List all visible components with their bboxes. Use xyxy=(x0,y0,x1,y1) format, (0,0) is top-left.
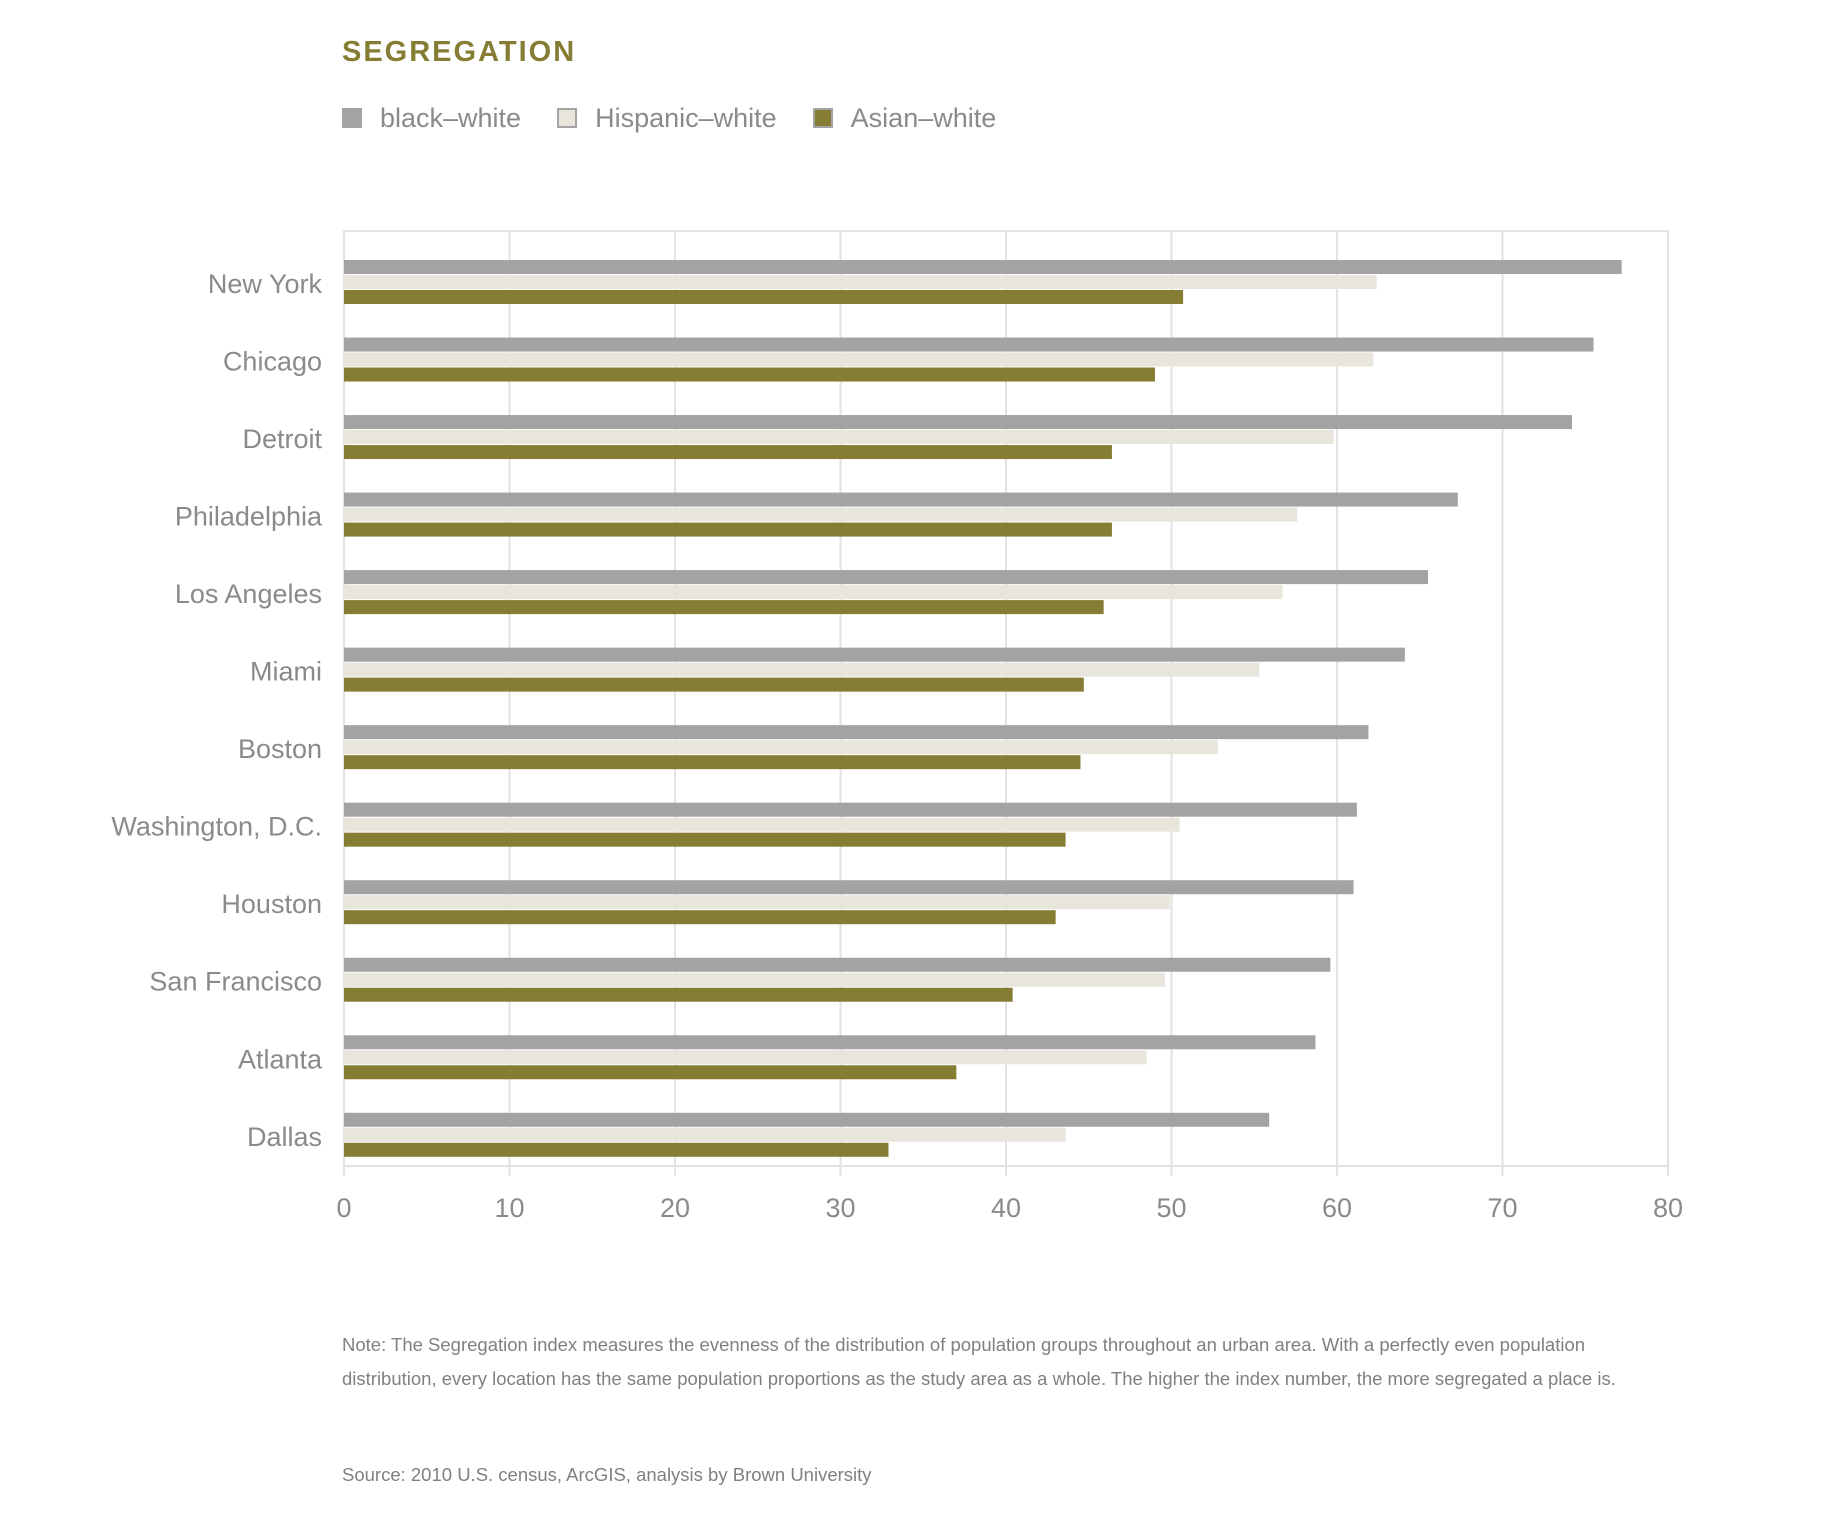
y-category-label-houston: Houston xyxy=(221,889,322,919)
bar-san-francisco-black-white xyxy=(344,957,1331,972)
bar-philadelphia-asian-white xyxy=(344,522,1112,537)
y-category-label-washington-d-c: Washington, D.C. xyxy=(111,812,322,842)
legend-label-hispanic-white: Hispanic–white xyxy=(595,102,777,133)
bar-philadelphia-hispanic-white xyxy=(344,507,1298,522)
bar-los-angeles-black-white xyxy=(344,570,1429,585)
bar-san-francisco-asian-white xyxy=(344,987,1013,1002)
bar-new-york-hispanic-white xyxy=(344,275,1377,289)
bar-houston-asian-white xyxy=(344,910,1056,925)
bar-chart: 0 10 20 30 40 50 60 70 80 New York Chicago Detroit P… xyxy=(111,230,1683,1223)
bar-miami-asian-white xyxy=(344,677,1084,692)
legend-item-hispanic-white: Hispanic–white xyxy=(557,103,777,134)
legend-item-black-white: black–white xyxy=(342,103,521,134)
bar-new-york-asian-white xyxy=(344,290,1184,304)
x-tick-label-10: 10 xyxy=(494,1193,524,1223)
bar-washington-d-c-hispanic-white xyxy=(344,817,1180,832)
x-tick-label-70: 70 xyxy=(1487,1193,1517,1223)
chart-legend: black–white Hispanic–white Asian–white xyxy=(342,98,1032,138)
x-tick-label-30: 30 xyxy=(825,1193,855,1223)
legend-swatch-hispanic-white xyxy=(557,108,578,128)
bar-boston-asian-white xyxy=(344,755,1081,770)
bar-dallas-black-white xyxy=(344,1112,1270,1127)
bar-detroit-black-white xyxy=(344,415,1573,430)
bar-boston-black-white xyxy=(344,725,1369,740)
bar-dallas-hispanic-white xyxy=(344,1127,1066,1142)
legend-swatch-asian-white xyxy=(812,108,833,128)
x-tick-label-20: 20 xyxy=(660,1193,690,1223)
x-tick-label-40: 40 xyxy=(991,1193,1021,1223)
bar-miami-hispanic-white xyxy=(344,662,1260,677)
bar-boston-hispanic-white xyxy=(344,740,1218,755)
bar-washington-d-c-asian-white xyxy=(344,832,1066,847)
bar-detroit-hispanic-white xyxy=(344,430,1334,445)
y-category-label-chicago: Chicago xyxy=(223,347,322,377)
bar-houston-black-white xyxy=(344,880,1354,895)
y-category-label-los-angeles: Los Angeles xyxy=(175,579,322,609)
bar-philadelphia-black-white xyxy=(344,492,1458,507)
y-category-label-new-york: New York xyxy=(208,269,323,299)
bar-miami-black-white xyxy=(344,647,1405,662)
bar-washington-d-c-black-white xyxy=(344,802,1357,817)
bar-atlanta-black-white xyxy=(344,1035,1316,1050)
x-tick-label-80: 80 xyxy=(1653,1193,1683,1223)
y-category-label-dallas: Dallas xyxy=(247,1122,322,1152)
bar-chicago-black-white xyxy=(344,337,1594,352)
y-category-label-san-francisco: San Francisco xyxy=(149,967,322,997)
chart-source: Source: 2010 U.S. census, ArcGIS, analys… xyxy=(342,1464,872,1485)
y-category-label-philadelphia: Philadelphia xyxy=(175,502,323,532)
bar-atlanta-asian-white xyxy=(344,1065,957,1080)
x-tick-label-50: 50 xyxy=(1156,1193,1186,1223)
bar-los-angeles-asian-white xyxy=(344,600,1104,615)
y-category-label-detroit: Detroit xyxy=(242,424,322,454)
chart-note: Note: The Segregation index measures the… xyxy=(342,1334,1616,1389)
x-tick-label-0: 0 xyxy=(336,1193,351,1223)
bar-san-francisco-hispanic-white xyxy=(344,972,1165,987)
bar-atlanta-hispanic-white xyxy=(344,1050,1147,1065)
bar-los-angeles-hispanic-white xyxy=(344,585,1283,600)
y-category-label-boston: Boston xyxy=(238,734,322,764)
bar-chicago-hispanic-white xyxy=(344,352,1374,367)
legend-label-black-white: black–white xyxy=(380,102,522,133)
bar-new-york-black-white xyxy=(344,260,1622,274)
legend-swatch-black-white xyxy=(342,108,362,128)
x-tick-label-60: 60 xyxy=(1322,1193,1352,1223)
chart-title: SEGREGATION xyxy=(342,36,577,68)
bar-chicago-asian-white xyxy=(344,367,1155,382)
bar-dallas-asian-white xyxy=(344,1142,889,1157)
legend-label-asian-white: Asian–white xyxy=(850,102,997,133)
y-category-label-miami: Miami xyxy=(250,657,322,687)
bar-houston-hispanic-white xyxy=(344,895,1170,910)
y-category-label-atlanta: Atlanta xyxy=(238,1044,323,1074)
legend-item-asian-white: Asian–white xyxy=(812,102,997,134)
bar-detroit-asian-white xyxy=(344,445,1112,460)
